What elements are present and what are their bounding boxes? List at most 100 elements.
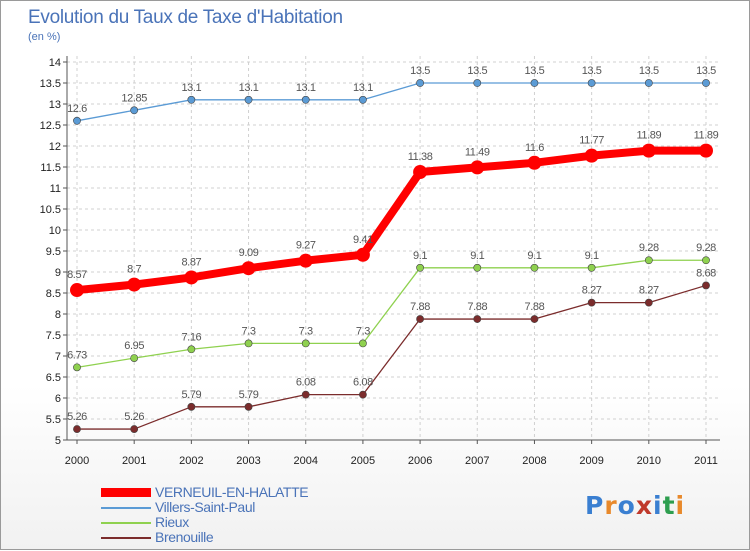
x-tick-label: 2000 bbox=[65, 455, 89, 467]
data-point bbox=[241, 261, 256, 276]
data-label: 8.27 bbox=[639, 285, 659, 297]
data-label: 5.79 bbox=[239, 389, 259, 401]
data-point bbox=[244, 95, 253, 104]
data-label: 6.08 bbox=[296, 377, 316, 389]
x-tick-label: 2007 bbox=[465, 455, 489, 467]
data-point bbox=[584, 148, 599, 163]
proxiti-logo: Proxiti bbox=[585, 491, 686, 520]
data-point bbox=[130, 354, 139, 362]
y-tick-label: 8 bbox=[55, 309, 61, 321]
data-point bbox=[527, 155, 542, 170]
data-label: 5.26 bbox=[124, 411, 144, 423]
y-tick-label: 9.5 bbox=[46, 246, 61, 258]
data-label: 9.28 bbox=[639, 242, 659, 254]
x-tick-label: 2004 bbox=[293, 455, 317, 467]
chart-title: Evolution du Taux de Taxe d'Habitation bbox=[28, 7, 343, 28]
y-tick-label: 11.5 bbox=[40, 162, 61, 174]
data-label: 6.73 bbox=[67, 349, 87, 361]
data-point bbox=[127, 277, 142, 292]
data-point bbox=[416, 315, 424, 323]
data-label: 11.89 bbox=[636, 130, 661, 142]
data-label: 13.1 bbox=[239, 82, 259, 94]
x-tick-label: 2008 bbox=[522, 455, 546, 467]
data-point bbox=[359, 390, 367, 399]
data-label: 7.88 bbox=[410, 301, 430, 313]
x-tick-label: 2002 bbox=[179, 455, 203, 467]
y-tick-label: 12 bbox=[49, 141, 61, 153]
data-label: 6.08 bbox=[353, 377, 373, 389]
legend-label: Rieux bbox=[155, 514, 189, 530]
data-point bbox=[298, 253, 313, 268]
legend-swatch bbox=[101, 521, 151, 524]
data-label: 5.79 bbox=[181, 389, 201, 401]
legend-label: VERNEUIL-EN-HALATTE bbox=[155, 484, 309, 500]
data-point bbox=[73, 363, 81, 372]
data-label: 9.41 bbox=[353, 234, 373, 246]
series-line-2 bbox=[76, 259, 707, 368]
legend-item: Brenouille bbox=[101, 530, 308, 545]
y-tick-label: 5 bbox=[55, 435, 61, 447]
data-label: 8.27 bbox=[582, 285, 602, 297]
data-label: 9.1 bbox=[413, 250, 427, 262]
y-tick-label: 14 bbox=[49, 57, 61, 69]
data-label: 7.3 bbox=[241, 325, 255, 337]
legend-item: Rieux bbox=[101, 515, 308, 530]
data-label: 13.5 bbox=[582, 65, 602, 77]
data-label: 13.5 bbox=[696, 65, 716, 77]
legend-swatch bbox=[101, 506, 151, 509]
data-label: 12.85 bbox=[121, 92, 147, 104]
series-line-3 bbox=[76, 284, 707, 430]
data-label: 13.1 bbox=[181, 82, 201, 94]
data-point bbox=[355, 247, 370, 262]
data-point bbox=[73, 116, 81, 125]
data-label: 11.89 bbox=[694, 130, 719, 142]
legend-item: Villers-Saint-Paul bbox=[101, 500, 308, 515]
y-tick-label: 10 bbox=[49, 225, 61, 237]
data-label: 7.88 bbox=[525, 301, 545, 313]
data-point bbox=[187, 95, 196, 104]
data-label: 11.49 bbox=[465, 146, 490, 158]
data-point bbox=[187, 402, 196, 411]
data-point bbox=[473, 79, 482, 87]
data-label: 9.27 bbox=[296, 240, 316, 252]
data-point bbox=[244, 339, 253, 348]
data-label: 11.6 bbox=[525, 142, 544, 154]
y-tick-label: 11 bbox=[50, 183, 61, 195]
data-point bbox=[301, 390, 310, 399]
data-label: 9.09 bbox=[239, 247, 259, 259]
data-point bbox=[359, 95, 367, 104]
data-point bbox=[644, 79, 653, 87]
data-label: 6.95 bbox=[124, 340, 144, 352]
series-line-0 bbox=[73, 146, 710, 295]
data-point bbox=[416, 79, 424, 87]
data-point bbox=[187, 345, 196, 354]
data-label: 13.5 bbox=[639, 65, 659, 77]
y-tick-label: 6.5 bbox=[46, 372, 61, 384]
data-point bbox=[530, 315, 539, 323]
legend-swatch bbox=[101, 536, 151, 539]
data-point bbox=[470, 160, 485, 175]
y-tick-label: 8.5 bbox=[46, 288, 61, 300]
data-point bbox=[641, 143, 656, 158]
data-label: 7.16 bbox=[181, 331, 201, 343]
series-group bbox=[70, 79, 713, 433]
legend-item: VERNEUIL-EN-HALATTE bbox=[101, 484, 309, 500]
x-tick-label: 2010 bbox=[637, 455, 661, 467]
data-point bbox=[301, 339, 310, 348]
data-label: 8.87 bbox=[181, 256, 201, 268]
y-tick-label: 10.5 bbox=[40, 204, 61, 216]
data-label: 13.5 bbox=[467, 65, 487, 77]
data-label: 9.1 bbox=[527, 250, 541, 262]
data-point bbox=[473, 315, 482, 323]
data-point bbox=[702, 281, 710, 290]
x-tick-label: 2005 bbox=[351, 455, 375, 467]
data-point bbox=[359, 339, 367, 348]
data-label: 7.88 bbox=[467, 301, 487, 313]
y-tick-label: 7 bbox=[55, 351, 61, 363]
data-point bbox=[130, 106, 139, 115]
data-label: 9.1 bbox=[585, 250, 599, 262]
data-point bbox=[473, 263, 482, 272]
data-label: 8.57 bbox=[67, 269, 87, 281]
